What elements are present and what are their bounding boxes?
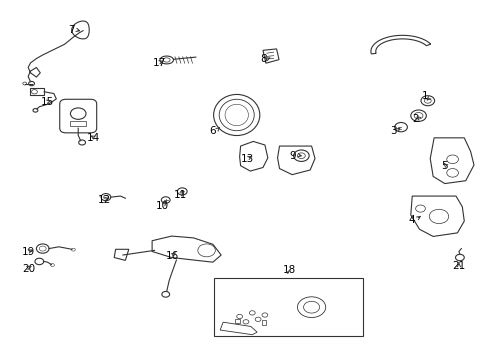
FancyBboxPatch shape	[60, 99, 97, 133]
Circle shape	[420, 96, 434, 106]
Ellipse shape	[160, 56, 173, 64]
Text: 17: 17	[153, 58, 166, 68]
Text: 9: 9	[289, 151, 296, 161]
Ellipse shape	[297, 297, 325, 318]
Polygon shape	[370, 35, 430, 54]
Text: 16: 16	[165, 251, 179, 261]
Text: 8: 8	[260, 54, 266, 64]
Circle shape	[394, 122, 407, 132]
Text: 15: 15	[41, 97, 54, 107]
Circle shape	[410, 110, 426, 121]
Text: 11: 11	[174, 190, 187, 200]
Circle shape	[36, 244, 49, 253]
Ellipse shape	[219, 99, 254, 131]
Circle shape	[79, 140, 85, 145]
Polygon shape	[72, 21, 89, 39]
Text: 4: 4	[408, 215, 415, 225]
Text: 7: 7	[68, 25, 75, 35]
Circle shape	[161, 197, 170, 203]
Text: 18: 18	[282, 265, 295, 275]
Bar	[214, 278, 362, 337]
Polygon shape	[114, 249, 128, 260]
Bar	[30, 88, 44, 95]
Polygon shape	[152, 236, 221, 262]
Text: 14: 14	[86, 133, 100, 143]
Circle shape	[293, 150, 308, 161]
Text: 2: 2	[411, 114, 418, 124]
Text: 10: 10	[156, 201, 169, 211]
Text: 6: 6	[209, 126, 216, 136]
Text: 13: 13	[240, 154, 253, 164]
Polygon shape	[429, 138, 473, 184]
Text: 5: 5	[441, 161, 447, 171]
Ellipse shape	[224, 104, 248, 126]
Circle shape	[455, 254, 463, 261]
Text: 19: 19	[22, 247, 35, 257]
Circle shape	[162, 292, 169, 297]
Circle shape	[177, 188, 187, 195]
Bar	[70, 121, 85, 126]
Circle shape	[29, 81, 34, 86]
Polygon shape	[220, 322, 257, 335]
Text: 20: 20	[22, 264, 35, 274]
Text: 3: 3	[389, 126, 396, 136]
Text: 12: 12	[98, 195, 111, 205]
Circle shape	[35, 258, 43, 265]
Polygon shape	[263, 49, 279, 63]
Ellipse shape	[213, 94, 259, 135]
Polygon shape	[239, 141, 267, 171]
Text: 21: 21	[452, 261, 465, 271]
Text: 1: 1	[421, 91, 427, 101]
Polygon shape	[277, 146, 314, 175]
Circle shape	[101, 194, 111, 201]
Polygon shape	[410, 196, 463, 237]
